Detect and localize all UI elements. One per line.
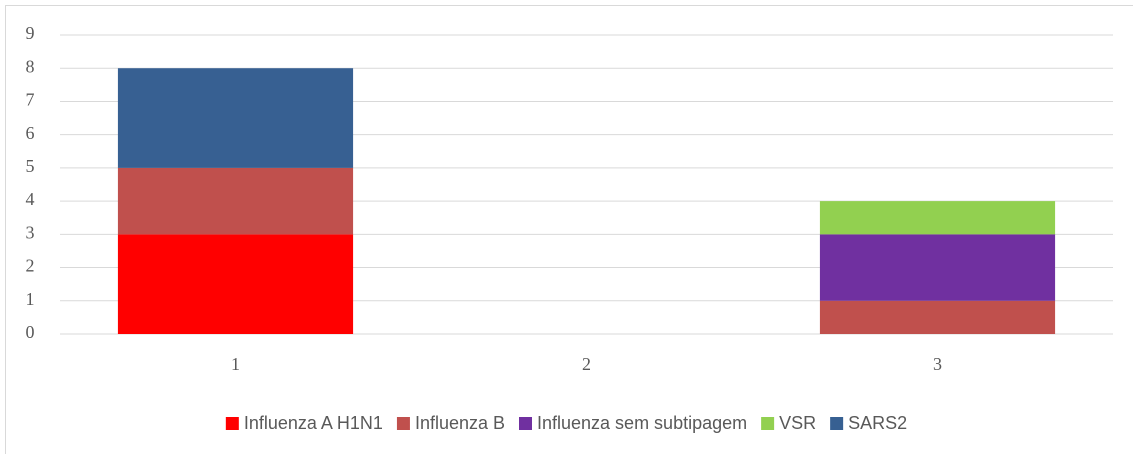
y-tick-label: 2 bbox=[26, 256, 35, 276]
y-tick-label: 7 bbox=[26, 90, 35, 110]
x-tick-label: 2 bbox=[582, 354, 591, 374]
legend-label: Influenza A H1N1 bbox=[244, 413, 383, 433]
y-tick-label: 1 bbox=[26, 289, 35, 309]
y-tick-label: 9 bbox=[26, 23, 35, 43]
y-tick-label: 3 bbox=[26, 222, 35, 242]
legend-swatch bbox=[396, 417, 410, 430]
y-tick-label: 5 bbox=[26, 156, 35, 176]
x-tick-label: 3 bbox=[933, 354, 942, 374]
legend-label: Influenza B bbox=[415, 413, 505, 433]
legend-swatch bbox=[830, 417, 844, 430]
y-tick-label: 4 bbox=[26, 189, 35, 209]
bar-segment bbox=[819, 201, 1056, 235]
bar-segment bbox=[117, 68, 354, 168]
bar-segment bbox=[117, 234, 354, 334]
y-tick-label: 8 bbox=[26, 56, 35, 76]
bar-segment bbox=[819, 300, 1056, 334]
legend-swatch bbox=[225, 417, 239, 430]
legend-swatch bbox=[761, 417, 775, 430]
y-tick-label: 0 bbox=[26, 322, 35, 342]
bar-segment bbox=[117, 167, 354, 235]
legend-swatch bbox=[519, 417, 532, 430]
chart-border bbox=[5, 5, 1133, 454]
x-tick-label: 1 bbox=[231, 354, 240, 374]
legend-label: VSR bbox=[779, 413, 816, 433]
legend-label: Influenza sem subtipagem bbox=[537, 413, 747, 433]
y-tick-label: 6 bbox=[26, 123, 35, 143]
legend-label: SARS2 bbox=[848, 413, 907, 433]
bar-segment bbox=[819, 234, 1056, 301]
